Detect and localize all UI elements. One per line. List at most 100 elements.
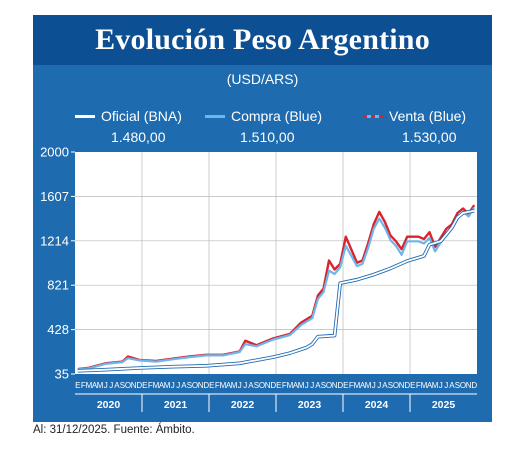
x-month-label: F <box>282 381 287 390</box>
x-month-label: S <box>388 381 393 390</box>
x-month-label: J <box>243 381 247 390</box>
x-month-label: A <box>293 381 299 390</box>
x-month-label: A <box>449 381 455 390</box>
x-month-label: J <box>109 381 113 390</box>
x-month-label: A <box>360 381 366 390</box>
x-month-label: A <box>92 381 98 390</box>
y-tick-label: 1607 <box>40 189 69 204</box>
x-month-label: M <box>164 381 171 390</box>
x-month-label: D <box>404 381 410 390</box>
x-month-label: A <box>248 381 254 390</box>
x-month-label: M <box>231 381 238 390</box>
x-month-label: M <box>220 381 227 390</box>
x-month-label: F <box>215 381 220 390</box>
x-month-label: J <box>444 381 448 390</box>
x-month-label: E <box>75 381 80 390</box>
x-month-label: D <box>337 381 343 390</box>
legend-swatch-venta <box>363 114 383 118</box>
legend-label-compra: Compra (Blue) <box>231 108 323 124</box>
x-month-label: E <box>276 381 281 390</box>
x-month-label: D <box>471 381 477 390</box>
x-month-label: J <box>439 381 443 390</box>
x-month-label: M <box>421 381 428 390</box>
series-line-compra <box>77 206 476 371</box>
legend-label-oficial: Oficial (BNA) <box>101 108 182 124</box>
x-month-label: A <box>382 381 388 390</box>
legend-swatch-compra <box>205 114 225 118</box>
y-tick-label: 1214 <box>40 233 69 248</box>
chart-title: Evolución Peso Argentino <box>95 23 430 56</box>
legend-item-oficial: Oficial (BNA) <box>75 108 182 124</box>
x-month-label: N <box>198 381 204 390</box>
x-month-label: M <box>287 381 294 390</box>
x-month-label: S <box>254 381 259 390</box>
x-year-label: 2025 <box>432 399 456 411</box>
x-month-label: M <box>354 381 361 390</box>
x-month-label: E <box>410 381 415 390</box>
x-month-label: N <box>399 381 405 390</box>
x-year-label: 2020 <box>97 399 121 411</box>
x-month-label: A <box>427 381 433 390</box>
x-month-label: E <box>209 381 214 390</box>
x-year-label: 2022 <box>231 399 255 411</box>
x-month-label: N <box>131 381 137 390</box>
x-month-label: J <box>171 381 175 390</box>
x-month-label: A <box>181 381 187 390</box>
x-month-label: J <box>104 381 108 390</box>
legend-value-venta: 1.530,00 <box>402 129 457 145</box>
x-month-label: M <box>97 381 104 390</box>
legend-item-venta: Venta (Blue) <box>363 108 466 124</box>
x-month-label: A <box>114 381 120 390</box>
title-bar: Evolución Peso Argentino <box>33 15 492 65</box>
x-month-label: A <box>315 381 321 390</box>
footnote: Al: 31/12/2025. Fuente: Ámbito. <box>33 424 195 436</box>
series-lines <box>77 204 476 373</box>
legend-label-venta: Venta (Blue) <box>389 108 467 124</box>
x-month-label: D <box>203 381 209 390</box>
x-month-label: F <box>416 381 421 390</box>
x-month-label: J <box>305 381 309 390</box>
x-month-label: J <box>372 381 376 390</box>
x-month-label: O <box>259 381 265 390</box>
x-month-label: D <box>270 381 276 390</box>
x-month-label: F <box>349 381 354 390</box>
x-month-label: E <box>343 381 348 390</box>
x-month-label: M <box>432 381 439 390</box>
x-year-label: 2024 <box>365 399 389 411</box>
x-year-label: 2023 <box>298 399 322 411</box>
x-month-label: J <box>238 381 242 390</box>
x-month-label: D <box>136 381 142 390</box>
x-month-label: M <box>298 381 305 390</box>
x-month-label: S <box>455 381 460 390</box>
x-month-label: S <box>120 381 125 390</box>
x-month-label: O <box>393 381 399 390</box>
x-month-label: O <box>192 381 198 390</box>
x-month-label: J <box>310 381 314 390</box>
y-tick-label: 35 <box>55 367 69 382</box>
x-month-label: O <box>460 381 466 390</box>
x-month-label: A <box>226 381 232 390</box>
x-month-label: J <box>176 381 180 390</box>
y-axis: 35 428 821 1214 1607 2000 <box>40 145 75 382</box>
x-year-label: 2021 <box>164 399 188 411</box>
chart-panel: Evolución Peso Argentino (USD/ARS) Ofici… <box>33 15 492 422</box>
chart-subtitle: (USD/ARS) <box>226 71 299 87</box>
x-month-label: F <box>81 381 86 390</box>
y-tick-label: 821 <box>47 278 69 293</box>
series-line-oficial <box>77 209 475 372</box>
legend-swatch-oficial <box>75 114 95 118</box>
x-month-label: F <box>148 381 153 390</box>
x-month-label: M <box>153 381 160 390</box>
x-month-label: O <box>326 381 332 390</box>
x-month-label: N <box>466 381 472 390</box>
x-month-label: S <box>321 381 326 390</box>
x-month-label: M <box>86 381 93 390</box>
x-month-label: A <box>159 381 165 390</box>
legend-item-compra: Compra (Blue) <box>205 108 322 124</box>
y-tick-label: 428 <box>47 322 69 337</box>
y-tick-label: 2000 <box>40 145 69 160</box>
legend-value-oficial: 1.480,00 <box>111 129 166 145</box>
x-month-label: S <box>187 381 192 390</box>
